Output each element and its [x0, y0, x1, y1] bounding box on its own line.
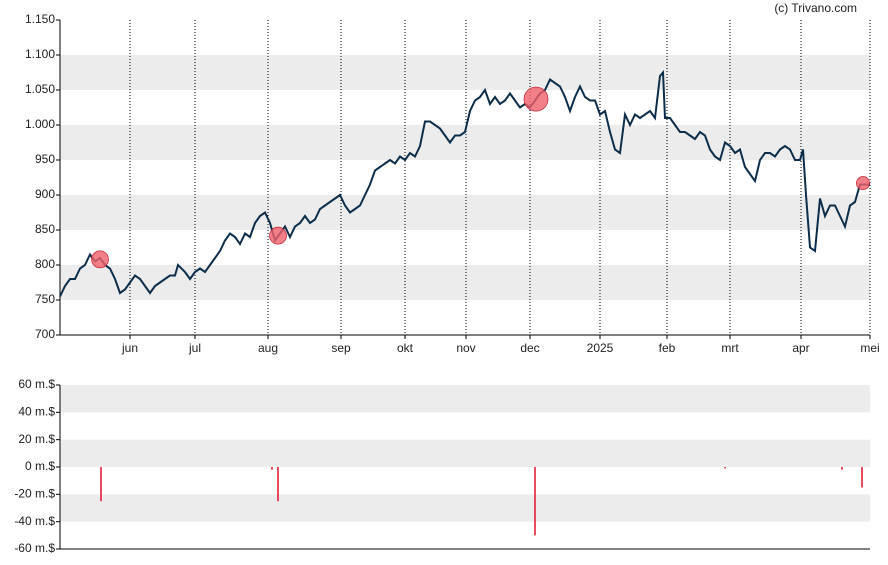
y-tick-label: 1.100	[25, 47, 55, 61]
watermark: (c) Trivano.com	[774, 1, 857, 15]
grid-band	[60, 385, 870, 413]
x-tick-label: apr	[792, 341, 809, 355]
grid-band	[60, 439, 870, 467]
x-tick-label: dec	[520, 341, 539, 355]
grid-band	[60, 494, 870, 522]
x-tick-label: aug	[258, 341, 278, 355]
bar	[277, 467, 279, 502]
y-tick-label: 800	[35, 257, 55, 271]
bar	[724, 467, 726, 469]
y-tick-label: 950	[35, 152, 55, 166]
y-tick-label: 900	[35, 187, 55, 201]
y-tick-label: -20 m.$	[14, 487, 55, 501]
x-tick-label: 2025	[587, 341, 614, 355]
y-tick-label: 20 m.$	[18, 432, 55, 446]
x-tick-label: nov	[456, 341, 475, 355]
grid-band	[60, 55, 870, 90]
y-tick-label: 700	[35, 327, 55, 341]
bar	[534, 467, 536, 536]
x-tick-label: okt	[397, 341, 414, 355]
x-tick-label: jul	[188, 341, 201, 355]
trade-marker	[269, 226, 287, 245]
y-tick-label: 40 m.$	[18, 405, 55, 419]
y-tick-label: -40 m.$	[14, 514, 55, 528]
grid-band	[60, 265, 870, 300]
trade-marker	[91, 250, 109, 269]
y-tick-label: -60 m.$	[14, 541, 55, 555]
x-tick-label: mei	[860, 341, 879, 355]
bar	[100, 467, 102, 502]
x-tick-label: mrt	[721, 341, 739, 355]
y-tick-label: 750	[35, 292, 55, 306]
y-tick-label: 0 m.$	[25, 459, 55, 473]
y-tick-label: 1.150	[25, 12, 55, 26]
x-tick-label: sep	[331, 341, 351, 355]
grid-band	[60, 195, 870, 230]
x-tick-label: feb	[659, 341, 676, 355]
trade-marker	[523, 86, 549, 112]
y-tick-label: 60 m.$	[18, 377, 55, 391]
y-tick-label: 850	[35, 222, 55, 236]
bar	[841, 467, 843, 470]
x-tick-label: jun	[121, 341, 138, 355]
bar	[861, 467, 863, 488]
price-line	[59, 69, 870, 297]
bar	[271, 467, 273, 470]
y-tick-label: 1.050	[25, 82, 55, 96]
y-tick-label: 1.000	[25, 117, 55, 131]
trade-marker	[856, 176, 870, 191]
